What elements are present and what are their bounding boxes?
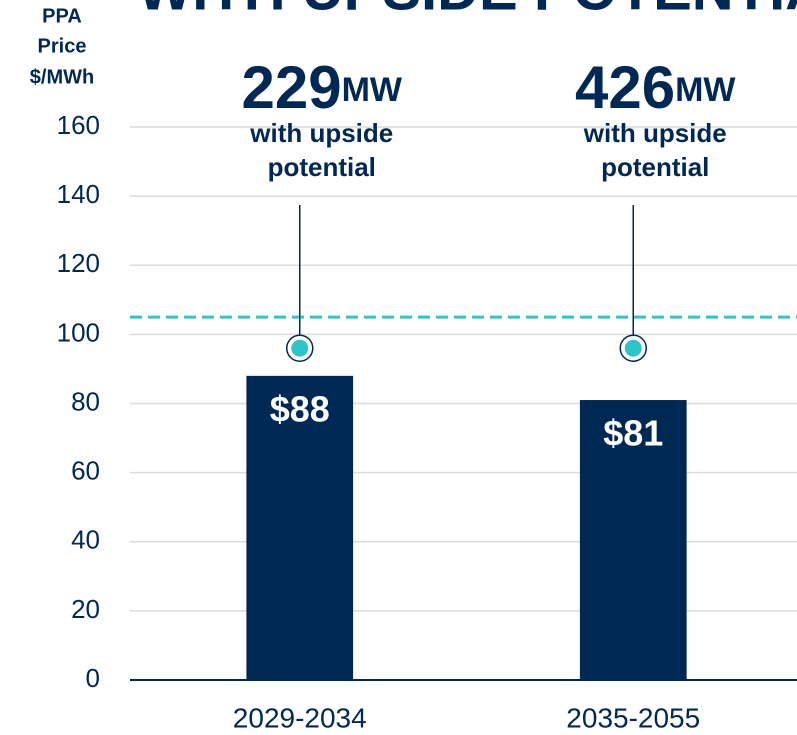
y-tick-label: 140	[57, 179, 100, 209]
annotation-text: potential	[601, 152, 709, 182]
bar	[246, 375, 354, 680]
y-axis-label: $/MWh	[30, 66, 94, 88]
y-axis-label: Price	[38, 35, 87, 57]
x-tick-label: 2029-2034	[233, 702, 367, 733]
x-tick-label: 2035-2055	[566, 702, 700, 733]
annotation-unit: MW	[342, 71, 403, 109]
annotation-text: with upside	[583, 118, 727, 148]
value-label: $81	[603, 413, 663, 454]
annotation-value: 229MW	[241, 54, 402, 121]
annotation-value: 426MW	[575, 54, 736, 121]
y-tick-label: 60	[71, 456, 100, 486]
y-tick-label: 20	[71, 594, 100, 624]
marker	[291, 339, 309, 357]
y-tick-label: 100	[57, 317, 100, 347]
y-axis-label: PPA	[42, 5, 82, 27]
annotation-number: 426	[575, 54, 675, 121]
annotation-unit: MW	[675, 71, 736, 109]
y-tick-label: 0	[86, 663, 100, 693]
marker	[624, 339, 642, 357]
chart-title: WITH UPSIDE POTENTIAL	[138, 0, 797, 22]
y-tick-label: 160	[57, 110, 100, 140]
annotation-text: with upside	[249, 118, 393, 148]
y-tick-label: 40	[71, 525, 100, 555]
y-tick-label: 120	[57, 248, 100, 278]
annotation-number: 229	[241, 54, 341, 121]
bar	[579, 400, 687, 680]
value-label: $88	[270, 388, 330, 429]
y-tick-label: 80	[71, 386, 100, 416]
annotation-text: potential	[268, 152, 376, 182]
